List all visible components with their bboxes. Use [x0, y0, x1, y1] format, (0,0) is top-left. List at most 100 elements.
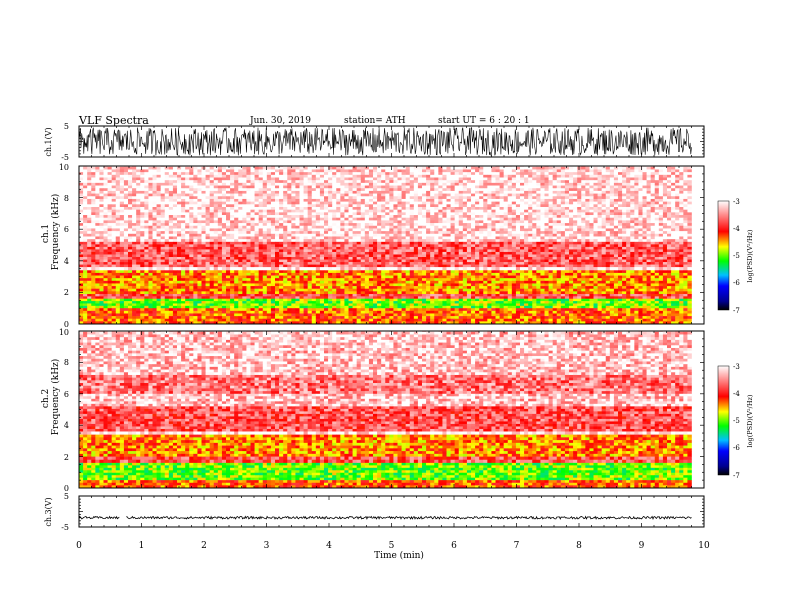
spectrogram-cell	[417, 204, 423, 208]
spectrogram-cell	[344, 207, 349, 210]
spectrogram-cell	[548, 231, 553, 235]
spectrogram-cell	[634, 239, 639, 243]
spectrogram-cell	[201, 251, 206, 255]
spectrogram-cell	[360, 223, 366, 227]
spectrogram-cell	[483, 177, 488, 181]
spectrogram-cell	[368, 180, 374, 184]
spectrogram-cell	[238, 185, 243, 189]
spectrogram-cell	[495, 198, 500, 202]
spectrogram-cell	[189, 233, 194, 237]
spectrogram-cell	[520, 239, 525, 243]
spectrogram-cell	[332, 231, 337, 235]
spectrogram-cell	[328, 182, 333, 186]
spectrogram-cell	[79, 169, 84, 173]
spectrogram-cell	[585, 225, 590, 229]
spectrogram-cell	[430, 225, 435, 229]
spectrogram-cell	[679, 193, 684, 197]
spectrogram-cell	[556, 166, 562, 170]
spectrogram-cell	[585, 193, 590, 197]
spectrogram-cell	[205, 182, 210, 186]
spectrogram-cell	[471, 209, 476, 213]
spectrogram-cell	[589, 215, 594, 219]
spectrogram-cell	[262, 172, 268, 176]
spectrogram-cell	[552, 190, 558, 194]
spectrogram-cell	[217, 182, 223, 186]
spectrogram-cell	[471, 193, 476, 197]
spectrogram-cell	[324, 174, 329, 178]
spectrogram-cell	[581, 209, 586, 213]
spectrogram-cell	[601, 166, 607, 170]
spectrogram-cell	[311, 220, 317, 224]
spectrogram-cell	[430, 190, 435, 194]
spectrogram-cell	[409, 198, 415, 202]
spectrogram-cell	[356, 169, 362, 173]
spectrogram-cell	[172, 166, 178, 168]
spectrogram-cell	[332, 215, 337, 219]
spectrogram-cell	[438, 239, 443, 243]
spectrogram-cell	[103, 209, 108, 213]
spectrogram-cell	[226, 190, 231, 194]
spectrogram-cell	[193, 225, 198, 229]
spectrogram-cell	[332, 241, 337, 245]
spectrogram-cell	[675, 169, 680, 173]
spectrogram-cell	[291, 225, 296, 229]
spectrogram-cell	[336, 166, 341, 168]
spectrogram-cell	[193, 182, 198, 186]
spectrogram-cell	[569, 241, 574, 245]
spectrogram-cell	[344, 246, 349, 250]
spectrogram-cell	[83, 190, 88, 194]
spectrogram-cell	[279, 246, 284, 250]
spectrogram-cell	[495, 223, 500, 227]
spectrogram-cell	[201, 207, 206, 210]
spectrogram-cell	[626, 231, 631, 235]
spectrogram-cell	[287, 220, 292, 224]
spectrogram-cell	[356, 174, 362, 178]
spectrogram-cell	[115, 166, 121, 170]
spectrogram-cell	[532, 196, 537, 200]
spectrogram-cell	[123, 196, 129, 200]
spectrogram-cell	[454, 201, 460, 205]
spectrogram-cell	[422, 177, 427, 181]
spectrogram-cell	[573, 182, 578, 186]
spectrogram-cell	[185, 190, 190, 194]
spectrogram-cell	[487, 236, 492, 240]
spectrogram-cell	[119, 249, 125, 253]
spectrogram-cell	[638, 209, 643, 213]
spectrogram-cell	[597, 231, 602, 235]
spectrogram-cell	[609, 193, 615, 197]
spectrogram-cell	[503, 215, 509, 219]
spectrogram-cell	[328, 241, 333, 245]
spectrogram-cell	[573, 239, 578, 243]
spectrogram-cell	[462, 188, 468, 192]
spectrogram-cell	[675, 215, 680, 219]
spectrogram-cell	[364, 190, 370, 194]
spectrogram-cell	[389, 188, 394, 192]
spectrogram-cell	[250, 198, 255, 202]
spectrogram-cell	[446, 233, 451, 237]
spectrogram-cell	[275, 220, 280, 224]
spectrogram-cell	[679, 182, 684, 186]
spectrogram-cell	[111, 217, 117, 221]
spectrogram-cell	[164, 188, 170, 192]
spectrogram-cell	[593, 166, 598, 170]
spectrogram-cell	[532, 236, 537, 240]
spectrogram-cell	[654, 212, 660, 216]
spectrogram-cell	[515, 249, 521, 253]
spectrogram-cell	[622, 177, 627, 181]
spectrogram-cell	[373, 190, 378, 194]
spectrogram-cell	[279, 204, 284, 208]
spectrogram-cell	[548, 212, 553, 216]
spectrogram-cell	[466, 193, 472, 197]
spectrogram-cell	[454, 174, 460, 178]
spectrogram-cell	[197, 233, 202, 237]
spectrogram-cell	[687, 177, 692, 181]
spectrogram-cell	[409, 204, 415, 208]
spectrogram-cell	[115, 244, 121, 248]
spectrogram-cell	[303, 212, 308, 216]
spectrogram-cell	[324, 233, 329, 237]
spectrogram-cell	[140, 231, 145, 235]
spectrogram-cell	[209, 174, 215, 178]
spectrogram-cell	[597, 169, 602, 173]
spectrogram-cell	[168, 241, 174, 245]
spectrogram-cell	[319, 246, 325, 250]
